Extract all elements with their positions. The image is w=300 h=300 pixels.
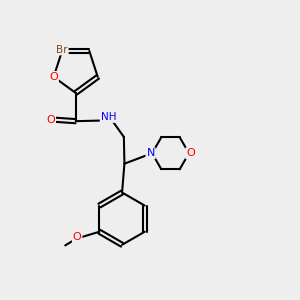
Text: NH: NH bbox=[100, 112, 116, 122]
Text: O: O bbox=[46, 115, 55, 125]
Text: Br: Br bbox=[56, 44, 68, 55]
Text: N: N bbox=[146, 148, 155, 158]
Text: O: O bbox=[186, 148, 195, 158]
Text: O: O bbox=[49, 72, 58, 82]
Text: O: O bbox=[73, 232, 82, 242]
